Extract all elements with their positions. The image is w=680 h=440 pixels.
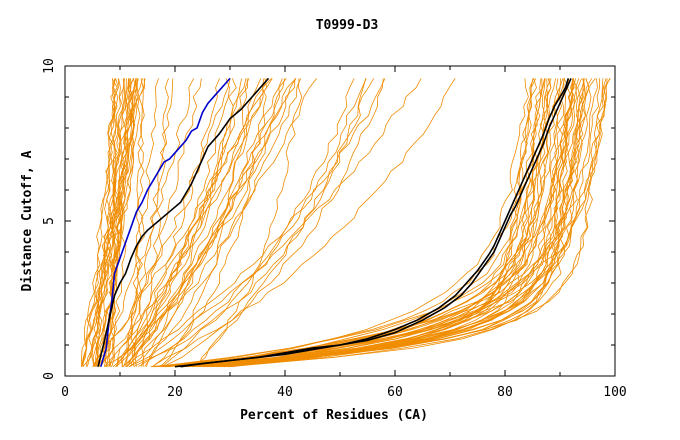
model-line-27 [95, 78, 195, 367]
model-line-63 [116, 78, 242, 367]
background-model-lines [81, 78, 611, 368]
tick-labels: 0 20 40 60 80 100 0 5 10 [42, 58, 627, 400]
model-line-48 [130, 78, 230, 367]
model-line-94 [152, 78, 596, 368]
model-line-45 [127, 78, 297, 367]
model-line-26 [95, 78, 231, 367]
model-line-8 [95, 78, 119, 367]
model-line-79 [204, 78, 569, 368]
model-line-59 [162, 78, 384, 368]
model-line-55 [128, 78, 422, 368]
model-line-107 [165, 78, 601, 368]
model-line-22 [93, 78, 118, 367]
model-line-71 [184, 78, 529, 368]
model-line-82 [228, 78, 552, 368]
model-line-19 [92, 78, 137, 367]
y-tick-label: 10 [42, 58, 57, 74]
model-line-70 [150, 78, 552, 368]
x-axis-label: Percent of Residues (CA) [240, 408, 428, 423]
model-line-106 [204, 78, 585, 368]
model-line-49 [122, 78, 220, 367]
model-line-12 [91, 78, 126, 367]
model-line-85 [187, 78, 582, 368]
model-line-109 [174, 78, 543, 368]
model-line-14 [97, 78, 121, 367]
model-line-105 [174, 78, 537, 368]
model-line-30 [141, 78, 283, 367]
x-tick-label: 60 [387, 385, 403, 400]
model-line-75 [164, 78, 564, 368]
model-line-43 [104, 78, 272, 367]
axis-ticks [64, 65, 616, 377]
model-line-93 [159, 78, 537, 368]
model-line-74 [202, 78, 545, 368]
model-line-52 [161, 78, 367, 368]
model-line-25 [81, 78, 118, 367]
series-line-3 [174, 78, 572, 368]
model-line-100 [198, 78, 590, 368]
model-line-24 [108, 78, 132, 367]
model-line-23 [85, 78, 137, 367]
chart-title: T0999-D3 [316, 18, 379, 33]
model-line-90 [155, 78, 565, 368]
model-line-37 [116, 78, 202, 367]
y-axis-label: Distance Cutoff, A [20, 150, 35, 291]
x-tick-label: 0 [61, 385, 69, 400]
model-line-73 [177, 78, 542, 368]
model-line-60 [126, 78, 386, 367]
model-line-62 [138, 78, 355, 368]
model-line-29 [133, 78, 145, 367]
model-line-47 [123, 78, 159, 367]
model-line-65 [230, 78, 548, 368]
model-line-58 [193, 78, 375, 368]
model-line-83 [228, 78, 608, 368]
model-line-35 [120, 78, 174, 367]
model-line-51 [145, 78, 302, 367]
model-line-28 [115, 78, 287, 367]
model-line-36 [141, 78, 169, 367]
x-tick-label: 80 [497, 385, 513, 400]
x-tick-label: 100 [603, 385, 626, 400]
model-line-46 [126, 78, 268, 367]
model-line-32 [112, 78, 249, 367]
model-line-108 [155, 78, 575, 368]
model-line-68 [215, 78, 580, 368]
model-line-96 [217, 78, 566, 368]
model-line-53 [197, 78, 303, 367]
model-line-6 [81, 78, 119, 367]
series-line-2 [180, 78, 570, 368]
model-line-84 [210, 78, 560, 368]
model-line-104 [193, 78, 586, 368]
model-line-91 [207, 78, 546, 368]
y-tick-label: 5 [42, 217, 57, 225]
model-line-92 [224, 78, 534, 368]
series-line-0 [100, 77, 231, 367]
model-line-44 [129, 78, 318, 368]
x-tick-label: 40 [277, 385, 293, 400]
model-line-64 [197, 78, 575, 368]
model-line-86 [222, 78, 593, 368]
y-tick-label: 0 [42, 372, 57, 380]
x-tick-label: 20 [167, 385, 183, 400]
model-line-61 [133, 78, 367, 368]
model-line-78 [220, 78, 598, 368]
highlighted-series [97, 77, 572, 368]
model-line-95 [191, 78, 573, 368]
series-line-1 [97, 77, 270, 367]
model-line-40 [121, 78, 268, 367]
model-line-57 [125, 78, 237, 367]
model-line-41 [99, 78, 262, 367]
model-line-56 [159, 78, 250, 367]
